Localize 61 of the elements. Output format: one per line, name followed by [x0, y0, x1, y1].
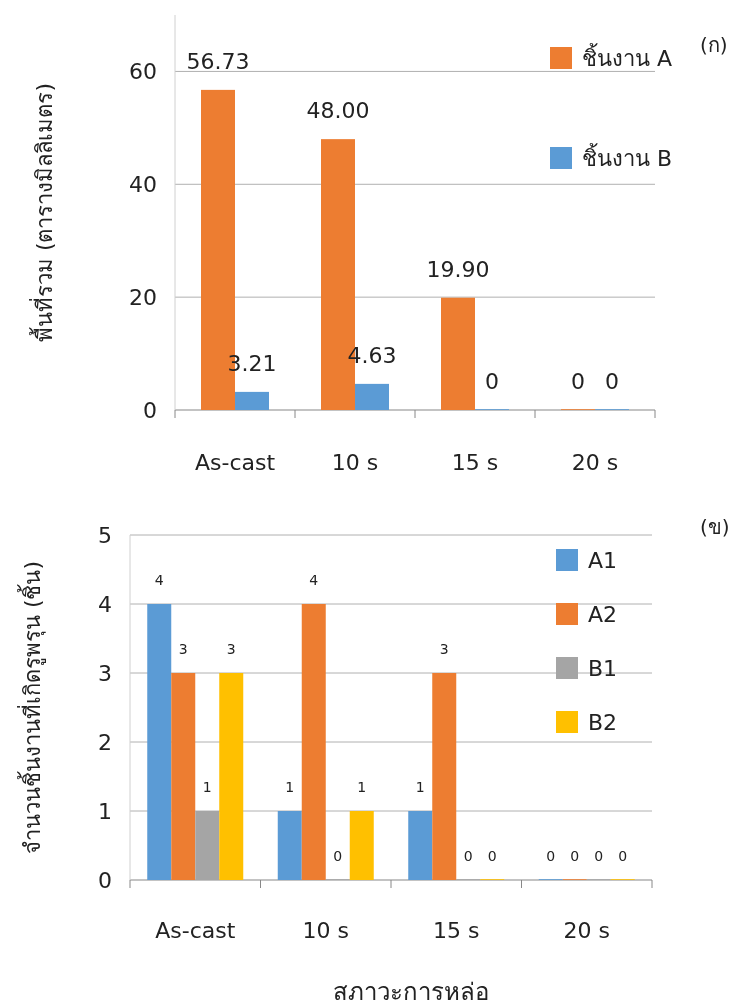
legend-label: ชิ้นงาน A: [582, 43, 673, 71]
legend-label: ชิ้นงาน B: [582, 143, 673, 171]
data-label: 0: [485, 368, 499, 394]
data-label: 3: [226, 640, 236, 657]
data-label: 3: [439, 640, 449, 657]
x-tick-label: 15 s: [451, 450, 499, 475]
text: (ก): [700, 33, 728, 57]
data-label: 0: [333, 847, 343, 864]
y-axis-title: จำนวนชิ้นงานที่เกิดรูพรุน (ชิ้น): [17, 560, 46, 855]
x-tick-label: 15 s: [433, 918, 480, 943]
y-tick-label: 1: [98, 799, 112, 824]
data-label: 1: [415, 778, 425, 795]
x-tick-label: 20 s: [563, 918, 610, 943]
text: (ข): [700, 515, 730, 539]
y-tick-label: 3: [98, 661, 112, 686]
y-tick-label: 0: [98, 868, 112, 893]
y-tick-label: 20: [129, 285, 157, 311]
bar: [349, 811, 374, 880]
bar: [408, 811, 433, 880]
data-label: 48.00: [306, 97, 370, 123]
data-label: 19.90: [426, 256, 490, 282]
x-tick-label: 10 s: [302, 918, 349, 943]
bar: [277, 811, 302, 880]
x-tick-label: 10 s: [331, 450, 379, 475]
bar: [441, 297, 475, 410]
legend-label: A1: [588, 548, 618, 573]
x-tick-label: 20 s: [571, 450, 619, 475]
data-label: 0: [571, 368, 585, 394]
bar: [219, 673, 244, 880]
data-label: 0: [463, 847, 473, 864]
y-tick-label: 40: [129, 172, 157, 198]
bar: [432, 673, 457, 880]
legend-label: B1: [588, 656, 618, 681]
data-label: 56.73: [186, 48, 250, 74]
bar: [301, 604, 326, 880]
data-label: 0: [605, 368, 619, 394]
y-tick-label: 60: [129, 59, 157, 85]
data-label: 0: [546, 847, 556, 864]
x-axis-title: สภาวะการหล่อ: [333, 978, 489, 1006]
bar: [147, 604, 172, 880]
data-label: 1: [357, 778, 367, 795]
x-tick-label: As-cast: [194, 450, 276, 475]
y-tick-label: 0: [143, 398, 157, 423]
y-tick-label: 5: [98, 523, 112, 548]
y-axis-title: พื้นที่รวม (ตารางมิลลิเมตร): [29, 82, 57, 343]
data-label: 0: [618, 847, 628, 864]
data-label: 0: [487, 847, 497, 864]
data-label: 0: [594, 847, 604, 864]
x-tick-label: As-cast: [155, 918, 236, 943]
bar: [355, 383, 389, 410]
bar: [171, 673, 196, 880]
data-label: 1: [285, 778, 295, 795]
data-label: 4: [309, 571, 319, 588]
data-label: 1: [202, 778, 212, 795]
bar: [235, 391, 269, 410]
y-tick-label: 4: [98, 592, 112, 617]
data-label: 0: [570, 847, 580, 864]
y-tick-label: 2: [98, 730, 112, 755]
legend-label: A2: [588, 602, 618, 627]
legend-label: B2: [588, 710, 618, 735]
data-label: 3: [178, 640, 188, 657]
